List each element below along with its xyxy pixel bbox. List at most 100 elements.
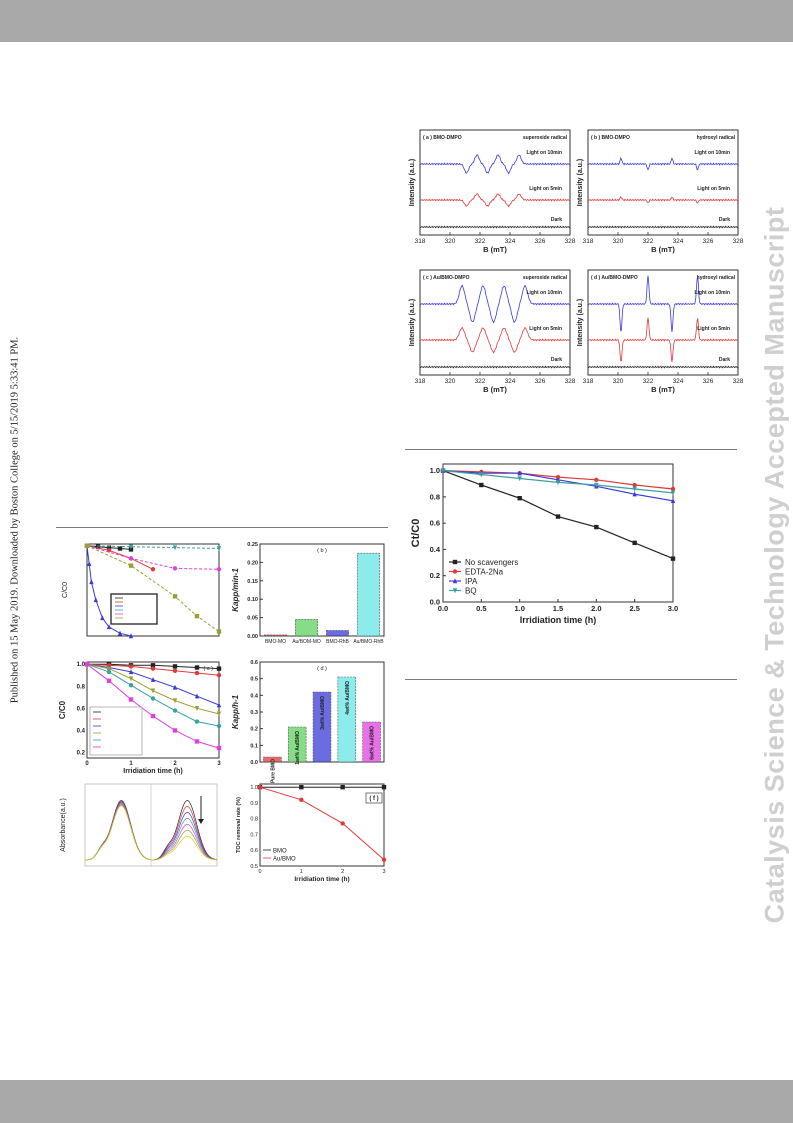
scav-point-3-0 [440, 468, 446, 474]
pb-cat-2: BMO-RhB [326, 639, 349, 645]
pc-point-5-0 [84, 662, 90, 667]
pa-point-1-3 [150, 567, 156, 572]
pa-point-5-0 [84, 543, 90, 549]
scav-xtick-label-1: 0.5 [476, 604, 486, 613]
scav-ytick-label-0: 0.0 [430, 598, 440, 607]
epr-xtick-label-1-5: 328 [733, 238, 744, 245]
scav-point-1-5 [632, 482, 637, 488]
epr-trace-0-1 [419, 193, 571, 208]
pa-point-2-6 [117, 630, 123, 636]
pf-xtick-label-1: 1 [300, 869, 303, 875]
pa-ylabel: C/C0 [62, 582, 69, 598]
pc-ytick-label-0: 0.2 [77, 750, 86, 756]
scav-xtick-label-5: 2.5 [629, 604, 639, 613]
pf-xtick-label-2: 2 [341, 869, 344, 875]
pb-bar-3 [357, 552, 380, 637]
scav-ytick-label-2: 0.4 [430, 545, 441, 554]
scav-xtick-label-2: 1.0 [514, 604, 524, 613]
epr-panel-0: ( a ) BMO-DMPO superoxide radical Light on… [409, 129, 576, 254]
pe-spectrum-1-5 [151, 829, 218, 861]
epr-trace-label-3-2: Dark [719, 357, 730, 363]
epr-xtick-label-0-4: 326 [535, 238, 546, 245]
scav-point-1-4 [594, 477, 599, 482]
epr-xlabel-3: B (mT) [651, 385, 675, 394]
pf-xtick-label-3: 3 [382, 869, 385, 875]
pc-point-3-3 [150, 688, 156, 694]
pf-ytick-label-4: 0.9 [250, 801, 258, 807]
pc-point-3-6 [216, 711, 222, 717]
pc-legend-box [89, 706, 143, 756]
epr-xtick-label-0-1: 320 [445, 238, 456, 245]
scav-point-0-2 [517, 495, 522, 501]
kapp-bar-chart-b: 0.00 0.05 0.10 0.15 0.20 0.25 ( b ) Kapp/min-1 B… [231, 542, 385, 645]
pa-point-5-3 [194, 613, 200, 619]
scav-point-0-6 [670, 556, 676, 561]
pc-point-5-5 [194, 739, 200, 744]
pb-ytick-label-5: 0.25 [247, 542, 258, 548]
pb-ytick-label-1: 0.05 [247, 616, 258, 622]
pe-spectrum-1-6 [151, 835, 217, 861]
pb-cat-1: Au/BOM-MO [292, 639, 321, 645]
pc-point-4-6 [216, 723, 222, 729]
pb-ytick-label-0: 0.00 [247, 634, 258, 640]
epr-xtick-label-1-4: 326 [703, 238, 714, 245]
pe-ylabel: Absorbance(a.u.) [60, 798, 67, 852]
pf-ytick-label-2: 0.7 [250, 832, 258, 838]
pd-cat-1: 1wt% Au/BMO [295, 731, 301, 765]
pf-point-0-1 [299, 784, 304, 790]
journal-watermark-text: Catalysis Science & Technology Accepted … [759, 206, 790, 924]
pa-legend-box [110, 593, 158, 625]
pd-cat-0: Pure BMO [270, 759, 276, 783]
epr-trace-3-1 [587, 317, 739, 363]
scav-legend-marker-1 [452, 569, 458, 574]
scav-xtick-label-3: 1.5 [553, 604, 563, 613]
pc-point-3-2 [128, 676, 134, 682]
pa-point-5-2 [172, 594, 178, 599]
pe-spectrum-1-3 [150, 817, 218, 861]
pb-ytick-label-4: 0.20 [247, 560, 258, 566]
epr-xtick-label-2-3: 324 [505, 378, 516, 385]
epr-xtick-label-1-0: 318 [583, 238, 594, 245]
pc-point-4-2 [128, 682, 134, 688]
pf-axes [259, 783, 385, 867]
pf-point-0-3 [381, 784, 387, 790]
epr-trace-label-1-2: Dark [719, 217, 730, 223]
scav-legend-marker-3 [452, 588, 458, 594]
pc-point-0-4 [172, 664, 178, 669]
pf-point-1-0 [257, 784, 263, 790]
pd-bar-3 [337, 676, 357, 763]
pc-title: ( c ) [204, 666, 214, 672]
pa-line-2 [86, 545, 132, 637]
pc-point-4-3 [150, 696, 156, 701]
pb-ylabel: Kapp/min-1 [231, 568, 240, 612]
epr-trace-label-2-0: Light on 10min [526, 290, 562, 296]
pd-bar-4 [362, 721, 381, 763]
degradation-chart-a: C/C0 [62, 543, 222, 639]
pd-bar-0 [263, 756, 282, 763]
pb-ytick-label-2: 0.10 [247, 597, 258, 603]
pd-bar-1 [287, 726, 307, 763]
epr-axes-1 [587, 129, 739, 236]
epr-xtick-label-3-2: 322 [643, 378, 654, 385]
epr-label-0: ( a ) BMO-DMPO [423, 135, 462, 141]
epr-axes-0 [419, 129, 571, 236]
pc-point-1-6 [216, 673, 222, 678]
pa-line-4 [86, 545, 220, 570]
pa-point-0-2 [106, 545, 112, 550]
pc-point-1-2 [128, 664, 134, 669]
pc-xlabel: Irridiation time (h) [123, 768, 183, 775]
pc-point-4-4 [172, 708, 178, 713]
epr-note-3: hydroxyl radical [697, 275, 736, 281]
epr-trace-3-2 [587, 365, 739, 369]
pd-cat-3: 4wt% Au/BMO [345, 681, 351, 715]
pc-point-1-3 [150, 666, 156, 671]
epr-trace-label-3-1: Light on 5min [697, 326, 730, 332]
pc-ytick-label-1: 0.4 [77, 728, 86, 734]
pe-spectrum-1-4 [150, 823, 218, 861]
pc-point-5-4 [172, 728, 178, 733]
pa-line-1 [86, 545, 154, 570]
epr-xtick-label-2-0: 318 [415, 378, 426, 385]
scav-ytick-label-5: 1.0 [430, 466, 440, 475]
pf-xtick-label-0: 0 [258, 869, 261, 875]
pe-spectrum-1-1 [150, 806, 218, 861]
